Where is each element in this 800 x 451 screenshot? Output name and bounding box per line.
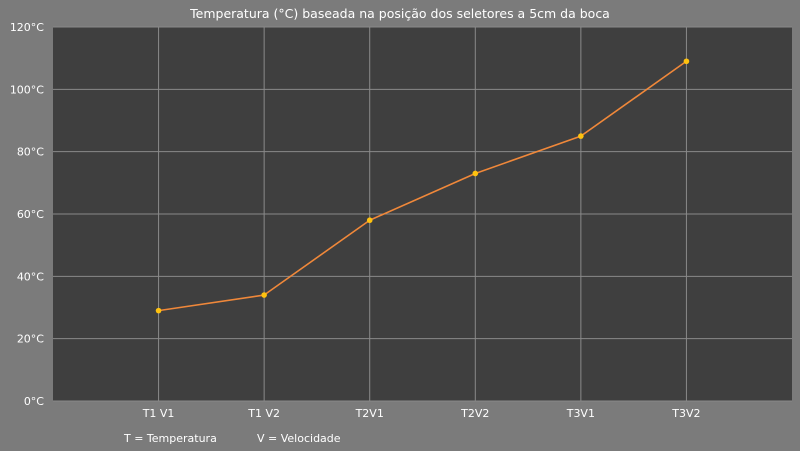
data-point [683, 58, 690, 65]
chart-title: Temperatura (°C) baseada na posição dos … [189, 6, 610, 21]
data-point [366, 217, 373, 224]
y-tick-label: 120°C [10, 21, 44, 34]
y-tick-label: 60°C [17, 208, 44, 221]
x-tick-label: T2V2 [460, 407, 489, 420]
axes: 0°C 20°C 40°C 60°C 80°C 100°C 120°C T1 V1 T1 V2 T… [10, 21, 701, 420]
data-point [472, 170, 479, 177]
y-tick-label: 100°C [10, 83, 44, 96]
series-layer [155, 58, 690, 314]
data-point [578, 133, 584, 139]
footnote-temperatura: T = Temperatura [123, 432, 217, 445]
y-tick-label: 0°C [24, 395, 44, 408]
x-tick-label: T3V1 [566, 407, 595, 420]
y-tick-label: 20°C [17, 333, 44, 346]
y-tick-label: 40°C [17, 270, 44, 283]
x-tick-label: T1 V1 [142, 407, 175, 420]
grid [53, 26, 792, 402]
data-point [155, 307, 162, 314]
series-line [158, 60, 687, 312]
footnote-velocidade: V = Velocidade [257, 432, 341, 445]
y-tick-label: 80°C [17, 146, 44, 159]
x-tick-label: T3V2 [671, 407, 700, 420]
x-tick-label: T1 V2 [247, 407, 280, 420]
data-point [261, 292, 267, 298]
x-tick-label: T2V1 [355, 407, 384, 420]
